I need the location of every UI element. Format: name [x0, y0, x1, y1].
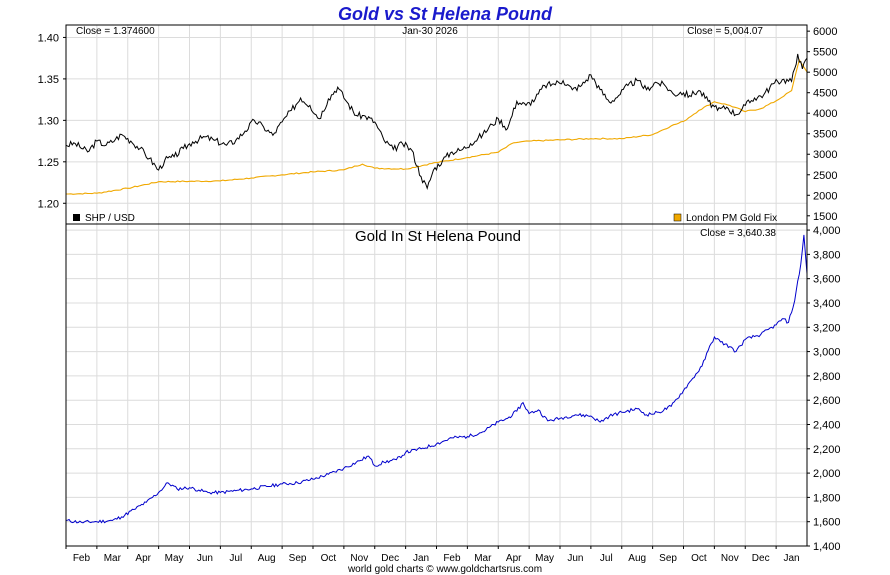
top-close-right-label: Close = 5,004.07 [687, 26, 763, 37]
x-tick-label-aug: Aug [258, 553, 276, 564]
bottom-right-tick-label: 3,800 [813, 249, 841, 261]
bottom-right-tick-label: 3,200 [813, 322, 841, 334]
bottom-close-right-label: Close = 3,640.38 [700, 228, 776, 239]
bottom-right-tick-label: 2,800 [813, 371, 841, 383]
x-tick-label-oct: Oct [691, 553, 707, 564]
top-right-tick-label: 5000 [813, 67, 837, 79]
left-tick-label: 1.30 [38, 115, 59, 127]
x-tick-label-feb: Feb [443, 553, 461, 564]
top-right-tick-label: 4000 [813, 108, 837, 120]
bottom-right-tick-label: 2,000 [813, 468, 841, 480]
left-tick-label: 1.35 [38, 74, 59, 86]
top-right-tick-label: 5500 [813, 47, 837, 59]
bottom-right-tick-label: 2,600 [813, 395, 841, 407]
series-line-shp-usd [65, 53, 808, 191]
bottom-panel-subtitle: Gold In St Helena Pound [355, 228, 521, 245]
top-right-tick-label: 1500 [813, 211, 837, 223]
x-tick-label-nov: Nov [721, 553, 739, 564]
left-tick-label: 1.20 [38, 198, 59, 210]
x-tick-label-nov: Nov [350, 553, 368, 564]
x-tick-label-jul: Jul [229, 553, 242, 564]
bottom-right-tick-label: 2,200 [813, 444, 841, 456]
bottom-right-tick-label: 3,600 [813, 274, 841, 286]
bottom-right-tick-label: 3,400 [813, 298, 841, 310]
left-tick-label: 1.25 [38, 157, 59, 169]
x-tick-label-mar: Mar [104, 553, 122, 564]
x-tick-label-jan: Jan [413, 553, 429, 564]
x-tick-label-dec: Dec [752, 553, 770, 564]
top-right-tick-label: 3500 [813, 129, 837, 141]
top-close-left-label: Close = 1.374600 [76, 26, 155, 37]
x-tick-label-jul: Jul [600, 553, 613, 564]
bottom-right-tick-label: 3,000 [813, 347, 841, 359]
top-right-tick-label: 3000 [813, 149, 837, 161]
x-tick-label-may: May [535, 553, 554, 564]
x-tick-label-may: May [165, 553, 184, 564]
x-tick-label-apr: Apr [135, 553, 151, 564]
top-right-tick-label: 4500 [813, 88, 837, 100]
top-right-tick-label: 6000 [813, 26, 837, 38]
chart-footer-credit: world gold charts © www.goldchartsrus.co… [347, 564, 542, 575]
x-tick-label-feb: Feb [73, 553, 91, 564]
x-tick-label-oct: Oct [321, 553, 337, 564]
top-date-label: Jan-30 2026 [402, 26, 458, 37]
x-tick-label-sep: Sep [289, 553, 307, 564]
bottom-right-tick-label: 2,400 [813, 419, 841, 431]
x-tick-label-jan: Jan [784, 553, 800, 564]
series-line-gold-in-st-helena-pound [65, 234, 808, 524]
bottom-right-tick-label: 1,400 [813, 541, 841, 553]
legend-swatch-gold-fix [673, 213, 682, 222]
x-tick-label-jun: Jun [197, 553, 213, 564]
legend-swatch-shp-usd [73, 214, 80, 221]
series-line-london-pm-gold-fix [66, 58, 808, 195]
x-tick-label-jun: Jun [567, 553, 583, 564]
chart-title: Gold vs St Helena Pound [338, 4, 553, 24]
bottom-right-tick-label: 4,000 [813, 225, 841, 237]
top-right-tick-label: 2500 [813, 170, 837, 182]
bottom-right-tick-label: 1,600 [813, 517, 841, 529]
left-tick-label: 1.40 [38, 32, 59, 44]
x-tick-label-sep: Sep [659, 553, 677, 564]
legend-label-gold-fix: London PM Gold Fix [686, 213, 777, 224]
x-tick-label-dec: Dec [381, 553, 399, 564]
bottom-right-tick-label: 1,800 [813, 492, 841, 504]
legend-label-shp-usd: SHP / USD [85, 213, 135, 224]
series-layer [65, 53, 808, 524]
axis-layer: Feb Mar Apr May Jun Jul Aug Sep Oct Nov Dec Jan Feb M… [38, 26, 841, 564]
top-right-tick-label: 2000 [813, 190, 837, 202]
x-tick-label-aug: Aug [628, 553, 646, 564]
x-tick-label-apr: Apr [506, 553, 522, 564]
x-tick-label-mar: Mar [474, 553, 492, 564]
